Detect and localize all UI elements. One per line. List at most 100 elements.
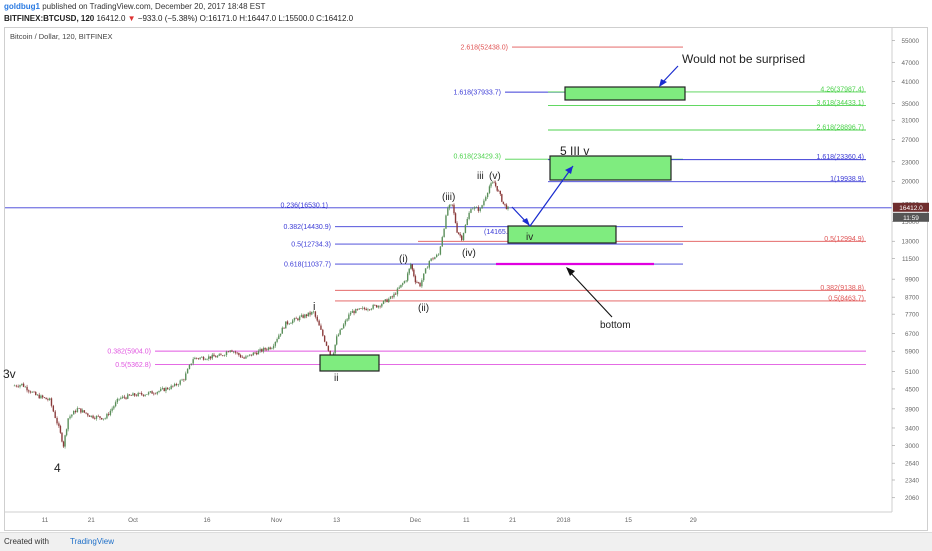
footer-bar: Created with TradingView — [0, 532, 932, 551]
candle-body — [395, 293, 397, 295]
candle-body — [388, 298, 390, 303]
annotation-text: bottom — [600, 320, 631, 331]
candle-body — [432, 258, 434, 260]
candle-body — [348, 314, 350, 320]
candle-body — [451, 204, 454, 206]
projection-arrow-head-down — [522, 218, 530, 226]
candle-body — [365, 308, 367, 311]
candle-body — [170, 385, 172, 390]
candle-body — [401, 283, 404, 285]
tradingview-logo[interactable]: TradingView — [70, 537, 115, 546]
ohlc-values: O:16171.0 H:16447.0 L:15500.0 C:16412.0 — [199, 14, 354, 23]
candle-body — [163, 388, 165, 392]
candle-body — [69, 416, 71, 419]
candle-body — [215, 356, 217, 358]
candle-body — [173, 383, 176, 387]
candle-body — [28, 390, 30, 392]
candle-body — [300, 315, 303, 317]
price-tick-label: 55000 — [901, 38, 919, 45]
candle-body — [461, 235, 463, 241]
candle-body — [40, 395, 42, 399]
candle-body — [499, 190, 501, 195]
candle-body — [114, 402, 117, 407]
candle-body — [266, 349, 268, 351]
candle-body — [379, 305, 381, 307]
wave-label: (i) — [399, 254, 408, 265]
candle-body — [95, 415, 98, 419]
candle-body — [151, 391, 153, 394]
candle-body — [116, 398, 119, 403]
candle-body — [382, 300, 385, 304]
candle-body — [362, 307, 364, 309]
price-change: −933.0 (−5.38%) — [137, 14, 198, 23]
candle-body — [453, 204, 455, 214]
candle-body — [439, 246, 442, 255]
candle-body — [161, 388, 164, 389]
candle-body — [54, 411, 56, 418]
candle-body — [147, 392, 150, 395]
current-time-label: 11:59 — [903, 215, 919, 222]
candle-body — [71, 414, 73, 417]
candle-body — [257, 350, 260, 355]
candle-body — [172, 385, 174, 387]
candle-body — [434, 257, 436, 260]
candle-body — [351, 311, 354, 313]
candle-body — [165, 387, 167, 392]
candle-body — [473, 207, 476, 209]
candle-body — [120, 397, 122, 399]
candle-body — [318, 320, 320, 326]
candle-body — [250, 354, 253, 356]
fib-level-label: 2.618(28896.7) — [817, 125, 864, 132]
candle-body — [139, 392, 141, 394]
price-tick-label: 4500 — [905, 386, 920, 393]
price-tick-label: 3000 — [905, 443, 920, 450]
time-tick-label: 16 — [204, 517, 212, 524]
candle-body — [283, 327, 285, 329]
candle-body — [485, 197, 487, 201]
candle-body — [384, 299, 387, 301]
annotation-arrow — [661, 65, 679, 84]
candle-body — [400, 284, 402, 288]
candle-body — [168, 389, 171, 390]
candle-body — [78, 408, 80, 409]
candle-body — [370, 308, 373, 310]
wave-label: 4 — [54, 461, 61, 475]
candle-body — [254, 352, 256, 354]
candle-body — [185, 373, 187, 381]
price-tick-label: 15000 — [901, 219, 919, 226]
author-link[interactable]: goldbug1 — [4, 2, 40, 11]
candle-body — [74, 410, 77, 413]
candle-body — [334, 344, 336, 354]
candle-body — [491, 182, 494, 184]
price-tick-label: 3900 — [905, 406, 920, 413]
candle-body — [35, 391, 37, 396]
target-box-top — [564, 86, 686, 101]
candle-body — [264, 348, 266, 350]
candle-body — [222, 355, 224, 356]
candle-body — [368, 309, 371, 311]
candle-body — [479, 208, 481, 211]
candle-body — [111, 408, 113, 411]
fib-level-label: 1.618(23360.4) — [817, 154, 864, 161]
wave-label: 3v — [3, 367, 16, 381]
candle-body — [123, 396, 125, 398]
wave-label: iv — [526, 232, 533, 243]
candle-body — [398, 287, 400, 289]
candle-body — [408, 268, 410, 274]
candle-body — [413, 269, 415, 277]
candle-body — [41, 395, 44, 398]
fib-level-label: 0.236(16530.1) — [281, 202, 328, 209]
candle-body — [367, 309, 369, 311]
candle-body — [201, 357, 203, 358]
candle-body — [312, 311, 315, 313]
fib-level-label: 2.618(52438.0) — [461, 45, 508, 52]
annotation-arrow — [568, 270, 613, 318]
candle-body — [353, 311, 355, 314]
candle-body — [192, 359, 194, 364]
candle-body — [166, 387, 169, 390]
candle-body — [194, 357, 196, 360]
candle-body — [424, 268, 427, 274]
candle-body — [15, 385, 17, 387]
candle-body — [125, 397, 127, 399]
